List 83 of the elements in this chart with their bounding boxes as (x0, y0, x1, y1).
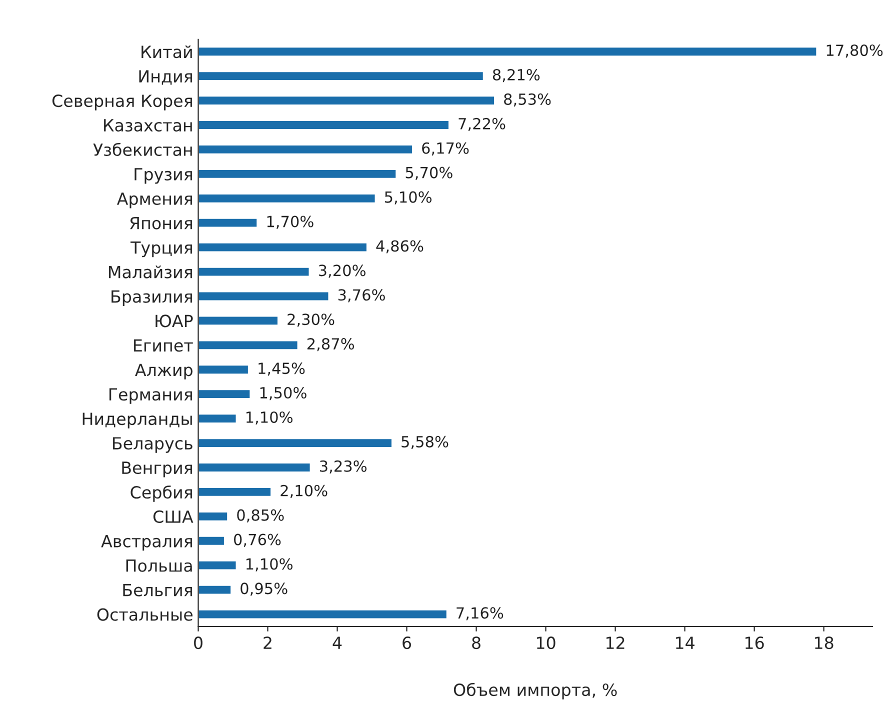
x-tick-label: 8 (472, 636, 480, 650)
bar (198, 193, 376, 204)
y-tick-label: Венгрия (122, 462, 192, 478)
bar (198, 340, 299, 351)
data-label: 0,85% (237, 509, 284, 522)
y-tick-label: Узбекистан (93, 142, 192, 156)
x-tick-label: 18 (815, 636, 834, 650)
data-label: 2,10% (280, 484, 328, 498)
bar (198, 46, 818, 57)
data-label: 7,16% (456, 607, 504, 620)
x-axis-title: Объем импорта, % (454, 682, 617, 700)
bar (198, 462, 312, 473)
bar (198, 536, 226, 546)
y-tick-label: ЮАР (156, 314, 193, 328)
y-tick-label: Алжир (135, 364, 192, 380)
bar (198, 290, 330, 302)
y-tick-label: Беларусь (113, 437, 192, 453)
data-label: 2,30% (288, 314, 334, 327)
x-tick-label: 10 (537, 636, 556, 650)
bar (198, 413, 238, 424)
y-tick-label: Нидерланды (82, 412, 192, 428)
data-label: 7,22% (458, 118, 506, 131)
y-tick-label: США (153, 510, 194, 523)
data-label: 5,70% (406, 166, 452, 180)
y-tick-label: Бразилия (112, 290, 192, 306)
y-tick-label: Польша (126, 560, 192, 572)
y-tick-label: Германия (109, 388, 192, 404)
y-tick-label: Австралия (101, 535, 192, 551)
data-label: 8,21% (492, 68, 540, 82)
bar (198, 438, 393, 448)
x-tick-label: 14 (676, 636, 694, 649)
y-tick-label: Северная Корея (52, 94, 192, 110)
y-tick-label: Грузия (134, 168, 192, 184)
data-label: 0,76% (234, 534, 281, 547)
bar (198, 315, 279, 326)
bar (198, 120, 450, 130)
bar (198, 560, 238, 571)
bar (198, 388, 252, 400)
y-tick-label: Казахстан (104, 119, 192, 132)
x-tick-label: 12 (606, 636, 624, 649)
data-label: 1,50% (260, 386, 306, 400)
x-tick-label: 4 (332, 636, 342, 649)
y-tick-label: Индия (139, 70, 192, 85)
data-label: 17,80% (826, 44, 883, 58)
y-tick-label: Остальные (97, 608, 192, 621)
y-tick-label: Армения (116, 192, 192, 208)
data-label: 4,86% (376, 240, 424, 254)
y-tick-label: Турция (130, 242, 192, 258)
bar (198, 242, 368, 253)
data-label: 1,70% (267, 216, 314, 229)
y-tick-label: Сербия (130, 485, 192, 502)
y-tick-label: Бельгия (123, 584, 192, 596)
data-label: 5,10% (385, 191, 432, 204)
bar (198, 266, 310, 278)
bar (198, 218, 258, 228)
data-label: 5,58% (402, 436, 448, 450)
bar (198, 168, 398, 180)
data-label: 2,87% (307, 338, 354, 352)
y-tick-label: Египет (134, 339, 193, 352)
data-label: 1,10% (246, 558, 292, 572)
data-label: 6,17% (422, 142, 469, 156)
x-tick-label: 6 (402, 636, 412, 650)
data-label: 8,53% (504, 93, 551, 107)
bar (198, 608, 448, 620)
data-label: 3,76% (338, 289, 385, 302)
x-tick-label: 0 (194, 636, 202, 650)
data-label: 3,23% (320, 460, 367, 474)
bar (198, 486, 272, 498)
bar (198, 70, 484, 82)
x-tick-label: 2 (264, 636, 272, 649)
bar (198, 95, 496, 106)
bar (198, 584, 232, 596)
y-tick-label: Япония (130, 217, 192, 230)
data-label: 1,10% (246, 411, 292, 425)
bar (198, 511, 228, 522)
bar (198, 144, 414, 155)
bar (198, 364, 250, 375)
y-tick-label: Китай (142, 45, 192, 58)
data-label: 3,20% (318, 264, 366, 278)
data-label: 1,45% (258, 362, 305, 376)
data-label: 0,95% (240, 582, 288, 596)
x-tick-label: 16 (746, 636, 764, 650)
y-tick-label: Малайзия (109, 266, 192, 278)
